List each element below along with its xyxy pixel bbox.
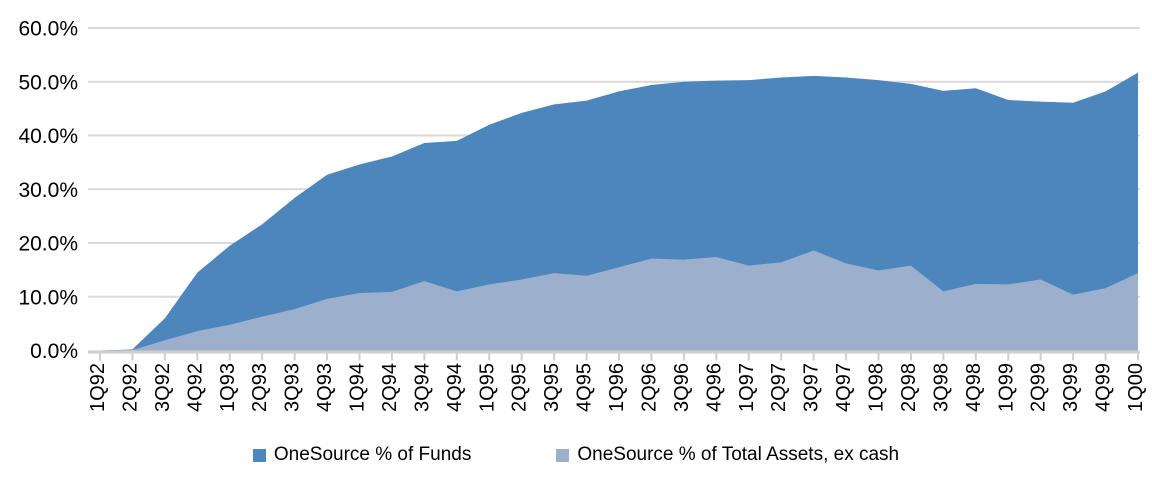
y-axis-label: 40.0% [18,125,78,148]
x-axis-label: 3Q99 [1060,363,1082,412]
x-axis-label: 2Q92 [119,363,141,412]
x-axis-label: 4Q97 [833,363,855,412]
y-axis-label: 0.0% [30,340,78,363]
x-axis-label: 2Q98 [898,363,920,412]
x-axis-label: 3Q94 [411,363,433,412]
x-axis-label: 4Q98 [963,363,985,412]
x-axis-label: 3Q97 [801,363,823,412]
x-axis-label: 1Q97 [736,363,758,412]
x-axis-label: 1Q99 [995,363,1017,412]
x-axis-label: 4Q93 [314,363,336,412]
x-axis-label: 4Q94 [444,363,466,412]
x-axis-label: 4Q99 [1093,363,1115,412]
legend-swatch-assets-icon [556,448,570,462]
x-axis-label: 3Q93 [282,363,304,412]
x-axis-label: 4Q92 [184,363,206,412]
x-axis-label: 4Q95 [574,363,596,412]
area-series-1 [100,250,1138,351]
y-axis-label: 20.0% [18,233,78,256]
legend-label-funds: OneSource % of Funds [273,444,472,465]
x-axis-label: 1Q98 [866,363,888,412]
x-axis-label: 2Q97 [768,363,790,412]
x-axis-label: 3Q96 [671,363,693,412]
legend-item-funds: OneSource % of Funds [252,444,472,466]
x-axis-label: 1Q96 [606,363,628,412]
y-axis-label: 10.0% [18,286,78,309]
x-axis-label: 1Q95 [476,363,498,412]
x-axis-label: 2Q99 [1028,363,1050,412]
y-axis-label: 50.0% [18,71,78,94]
y-axis-label: 30.0% [18,179,78,202]
legend-swatch-funds-icon [252,448,266,462]
x-axis-label: 1Q00 [1125,363,1147,412]
legend-label-assets: OneSource % of Total Assets, ex cash [577,444,900,465]
y-axis-label: 60.0% [18,18,78,41]
x-axis-label: 3Q98 [930,363,952,412]
x-axis-label: 2Q95 [509,363,531,412]
x-axis-label: 3Q95 [541,363,563,412]
x-axis-label: 2Q93 [249,363,271,412]
x-axis-label: 3Q92 [152,363,174,412]
chart-legend: OneSource % of Funds OneSource % of Tota… [0,444,1152,466]
x-axis-label: 2Q94 [379,363,401,412]
x-axis-label: 1Q94 [347,363,369,412]
x-axis-label: 1Q93 [217,363,239,412]
x-axis-label: 4Q96 [703,363,725,412]
x-axis-label: 2Q96 [638,363,660,412]
x-axis-label: 1Q92 [87,363,109,412]
legend-item-assets: OneSource % of Total Assets, ex cash [556,444,899,466]
